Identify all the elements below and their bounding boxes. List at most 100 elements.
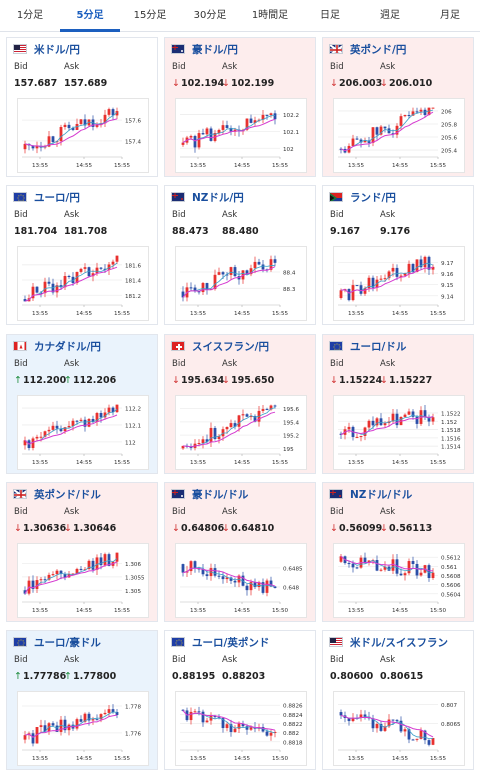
candle (31, 145, 35, 149)
currency-pair-link[interactable]: 豪ドル/円 (171, 42, 238, 56)
chart-container[interactable]: 1.1522 1.152 1.1518 1.1516 1.1514 13:55 14:55 1… (333, 395, 465, 470)
chart-container[interactable]: 1.306 1.3055 1.305 13:55 14:55 15:55 (17, 543, 149, 618)
currency-card[interactable]: 豪ドル/円 Bid Ask 102.194102.199 102.2 102.1 102 13… (164, 37, 316, 177)
candle (253, 261, 257, 269)
tab-7[interactable]: 週足 (380, 10, 400, 21)
candle (55, 570, 59, 575)
pair-name[interactable]: NZドル/ドル (350, 488, 413, 501)
chart-container[interactable]: 195.6 195.4 195.2 195 13:55 14:55 15:55 (175, 395, 307, 470)
tab-1[interactable]: 1分足 (16, 10, 44, 21)
flag-box (13, 637, 27, 647)
bid-price: 0.88195 (172, 671, 216, 682)
currency-card[interactable]: 英ポンド/ドルBidAsk1.306361.306461.3061.30551.… (6, 482, 158, 622)
currency-pair-link[interactable]: ユーロ/ドル (329, 339, 406, 353)
pair-name[interactable]: NZドル/円 (192, 191, 244, 204)
x-tick-label: 13:55 (32, 608, 49, 614)
candle (39, 725, 43, 728)
chart-container[interactable]: 206 205.8 205.6 205.4 13:55 14:55 15:55 (333, 98, 465, 173)
currency-card[interactable]: 英ポンド/円BidAsk206.003206.010206205.8205.62… (322, 37, 474, 177)
x-tick-label: 13:55 (348, 311, 365, 317)
chart-container[interactable]: 9.17 9.16 9.15 9.14 13:55 14:55 15:55 (333, 246, 465, 321)
currency-card[interactable]: ユーロ/円 Bid Ask 181.704 181.708 181.6 181.4 181.2… (6, 185, 158, 325)
y-tick-label: 0.561 (441, 565, 457, 571)
currency-pair-link[interactable]: 英ポンド/ドル (13, 487, 101, 501)
currency-card[interactable]: 米ドル/円 Bid Ask 157.687 157.689 157.6 157.4 13:55… (6, 37, 158, 177)
pair-name[interactable]: スイスフラン/円 (192, 340, 270, 353)
y-tick-label: 1.3055 (125, 575, 145, 581)
chart-container[interactable]: 0.5612 0.561 0.5608 0.5606 0.5604 13:55 14:55 1… (333, 543, 465, 618)
chart-container[interactable]: 112.2 112.1 112 13:55 14:55 15:55 (17, 395, 149, 470)
currency-pair-link[interactable]: ユーロ/円 (13, 190, 80, 204)
flag-au-icon (172, 45, 184, 53)
pair-name[interactable]: ユーロ/英ポンド (192, 636, 270, 649)
tab-4[interactable]: 30分足 (193, 10, 227, 21)
candle (47, 429, 51, 432)
pair-name[interactable]: 米ドル/円 (34, 43, 80, 56)
candle (261, 114, 265, 120)
currency-pair-link[interactable]: 米ドル/スイスフラン (329, 635, 448, 649)
pair-name[interactable]: 豪ドル/ドル (192, 488, 249, 501)
currency-card[interactable]: 米ドル/スイスフラン Bid Ask 0.80600 0.80615 0.807 0.806… (322, 630, 474, 770)
pair-name[interactable]: 英ポンド/ドル (34, 488, 101, 501)
pair-name[interactable]: ユーロ/円 (34, 191, 80, 204)
currency-card[interactable]: NZドル/ドルBidAsk0.560990.561130.56120.5610.… (322, 482, 474, 622)
candle (383, 423, 387, 426)
currency-card[interactable]: ユーロ/ドルBidAsk1.152241.152271.15221.1521.1… (322, 334, 474, 474)
pair-name[interactable]: ユーロ/ドル (350, 340, 407, 353)
currency-card[interactable]: NZドル/円 Bid Ask 88.473 88.480 88.4 88.3 13:55 14:… (164, 185, 316, 325)
chart-container[interactable]: 0.8826 0.8824 0.8822 0.882 0.8818 13:55 14:55 1… (175, 691, 307, 766)
currency-card[interactable]: カナダドル/円BidAsk112.200112.206112.2112.1112… (6, 334, 158, 474)
currency-card[interactable]: ユーロ/豪ドル Bid Ask 1.777861.77800 1.778 1.776 13:… (6, 630, 158, 770)
candle (249, 416, 253, 418)
tab-6[interactable]: 日足 (320, 10, 340, 21)
candle (233, 267, 237, 277)
currency-pair-link[interactable]: ユーロ/英ポンド (171, 635, 269, 649)
chart-container[interactable]: 88.4 88.3 13:55 14:55 15:55 (175, 246, 307, 321)
candle (83, 569, 87, 571)
candle (95, 125, 99, 127)
candle (407, 729, 411, 740)
candle (115, 552, 119, 562)
currency-card[interactable]: ユーロ/英ポンド Bid Ask 0.88195 0.88203 0.8826 0.8824… (164, 630, 316, 770)
currency-pair-link[interactable]: ランド/円 (329, 190, 396, 204)
candle (395, 719, 399, 721)
currency-pair-link[interactable]: 米ドル/円 (13, 42, 80, 56)
currency-pair-link[interactable]: NZドル/ドル (329, 487, 412, 501)
candle (411, 411, 415, 417)
tab-5[interactable]: 1時間足 (251, 10, 289, 21)
candle (205, 128, 209, 135)
pair-name[interactable]: ランド/円 (350, 191, 396, 204)
x-tick-label: 14:55 (392, 756, 409, 762)
bid-label: Bid (14, 210, 28, 220)
candle (181, 142, 185, 145)
currency-card[interactable]: ランド/円 Bid Ask 9.167 9.176 9.17 9.16 9.15 9.14 13:… (322, 185, 474, 325)
ask-label: Ask (222, 210, 238, 220)
candle (51, 136, 55, 143)
currency-pair-link[interactable]: NZドル/円 (171, 190, 244, 204)
currency-pair-link[interactable]: 英ポンド/円 (329, 42, 406, 56)
candle (67, 724, 71, 731)
tab-3[interactable]: 15分足 (133, 10, 167, 21)
pair-name[interactable]: ユーロ/豪ドル (34, 636, 101, 649)
chart-container[interactable]: 181.6 181.4 181.2 13:55 14:55 15:55 (17, 246, 149, 321)
chart-container[interactable]: 157.6 157.4 13:55 14:55 15:55 (17, 98, 149, 173)
moving-average-short (24, 558, 118, 594)
currency-pair-link[interactable]: ユーロ/豪ドル (13, 635, 101, 649)
tab-8[interactable]: 月足 (440, 10, 460, 21)
y-tick-label: 9.17 (441, 261, 454, 267)
chart-container[interactable]: 0.807 0.8065 13:55 14:55 15:55 (333, 691, 465, 766)
currency-card[interactable]: スイスフラン/円BidAsk195.634195.650195.6195.419… (164, 334, 316, 474)
currency-pair-link[interactable]: カナダドル/円 (13, 339, 101, 353)
chart-container[interactable]: 1.778 1.776 13:55 14:55 15:55 (17, 691, 149, 766)
pair-name[interactable]: カナダドル/円 (34, 340, 101, 353)
chart-container[interactable]: 102.2 102.1 102 13:55 14:55 15:55 (175, 98, 307, 173)
currency-pair-link[interactable]: スイスフラン/円 (171, 339, 269, 353)
pair-name[interactable]: 英ポンド/円 (350, 43, 407, 56)
tab-2[interactable]: 5分足 (60, 0, 120, 32)
currency-card[interactable]: 豪ドル/ドル Bid Ask 0.648060.64810 0.6485 0.648 13:… (164, 482, 316, 622)
chart-container[interactable]: 0.6485 0.648 13:55 14:55 15:50 (175, 543, 307, 618)
currency-pair-link[interactable]: 豪ドル/ドル (171, 487, 248, 501)
pair-name[interactable]: 豪ドル/円 (192, 43, 238, 56)
pair-name[interactable]: 米ドル/スイスフラン (350, 636, 449, 649)
y-tick-label: 0.807 (441, 703, 457, 709)
